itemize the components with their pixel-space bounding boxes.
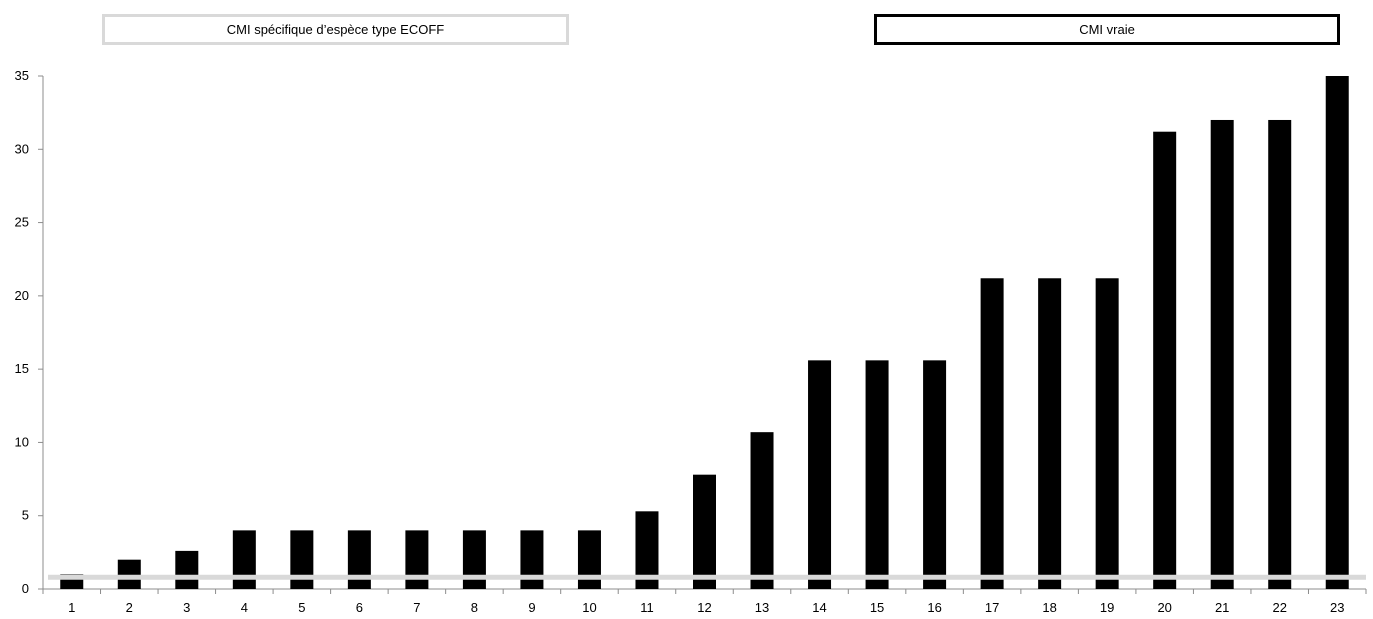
x-tick-label: 13 [755,600,769,615]
x-tick-label: 3 [183,600,190,615]
bar-21 [1210,119,1234,589]
x-tick-label: 4 [241,600,248,615]
x-tick-label: 2 [126,600,133,615]
x-tick-label: 23 [1330,600,1344,615]
x-tick-label: 19 [1100,600,1114,615]
bar-8 [462,530,486,589]
y-tick-label: 15 [15,361,29,376]
y-axis-ticks: 0 5 10 15 20 25 30 35 [15,68,43,596]
x-tick-label: 20 [1157,600,1171,615]
x-tick-label: 11 [640,600,654,615]
bar-13 [750,432,774,589]
legend-true-mic-label: CMI vraie [1079,22,1135,37]
y-tick-label: 10 [15,434,29,449]
bar-3 [175,550,199,589]
bar-22 [1268,119,1292,589]
bar-5 [290,530,314,589]
bar-12 [693,474,716,589]
bar-7 [405,530,429,589]
x-tick-label: 21 [1215,600,1229,615]
x-tick-label: 14 [812,600,826,615]
legend-ecoff: CMI spécifique d’espèce type ECOFF [102,14,569,45]
x-tick-label: 1 [68,600,75,615]
bar-11 [635,511,659,589]
bar-6 [347,530,371,589]
x-tick-label: 8 [471,600,478,615]
legend-true-mic: CMI vraie [874,14,1340,45]
x-tick-label: 10 [582,600,596,615]
x-tick-label: 15 [870,600,884,615]
bar-19 [1095,278,1119,589]
bar-23 [1325,76,1349,589]
bars-group [60,76,1349,589]
bar-4 [232,530,256,589]
x-tick-label: 16 [927,600,941,615]
bar-17 [980,278,1004,589]
x-tick-label: 12 [697,600,711,615]
bar-18 [1038,278,1062,589]
x-tick-label: 9 [528,600,535,615]
y-tick-label: 0 [22,581,29,596]
x-tick-label: 22 [1272,600,1286,615]
y-tick-label: 25 [15,215,29,230]
x-tick-label: 7 [413,600,420,615]
y-tick-label: 35 [15,68,29,83]
bar-14 [808,360,832,589]
x-axis-ticks: 1 2 3 4 5 6 7 8 9 10 11 12 13 14 15 16 17 18 19 20 21 22 23 [42,589,1367,615]
bar-2 [117,559,141,589]
x-tick-label: 18 [1042,600,1056,615]
x-tick-label: 17 [985,600,999,615]
x-tick-label: 6 [356,600,363,615]
bar-9 [520,530,544,589]
bar-16 [923,360,947,589]
y-tick-label: 30 [15,141,29,156]
bar-20 [1153,131,1177,589]
y-tick-label: 5 [22,508,29,523]
bar-10 [577,530,601,589]
y-tick-label: 20 [15,288,29,303]
bar-15 [865,360,889,589]
legend-ecoff-label: CMI spécifique d’espèce type ECOFF [226,22,445,37]
x-tick-label: 5 [298,600,305,615]
